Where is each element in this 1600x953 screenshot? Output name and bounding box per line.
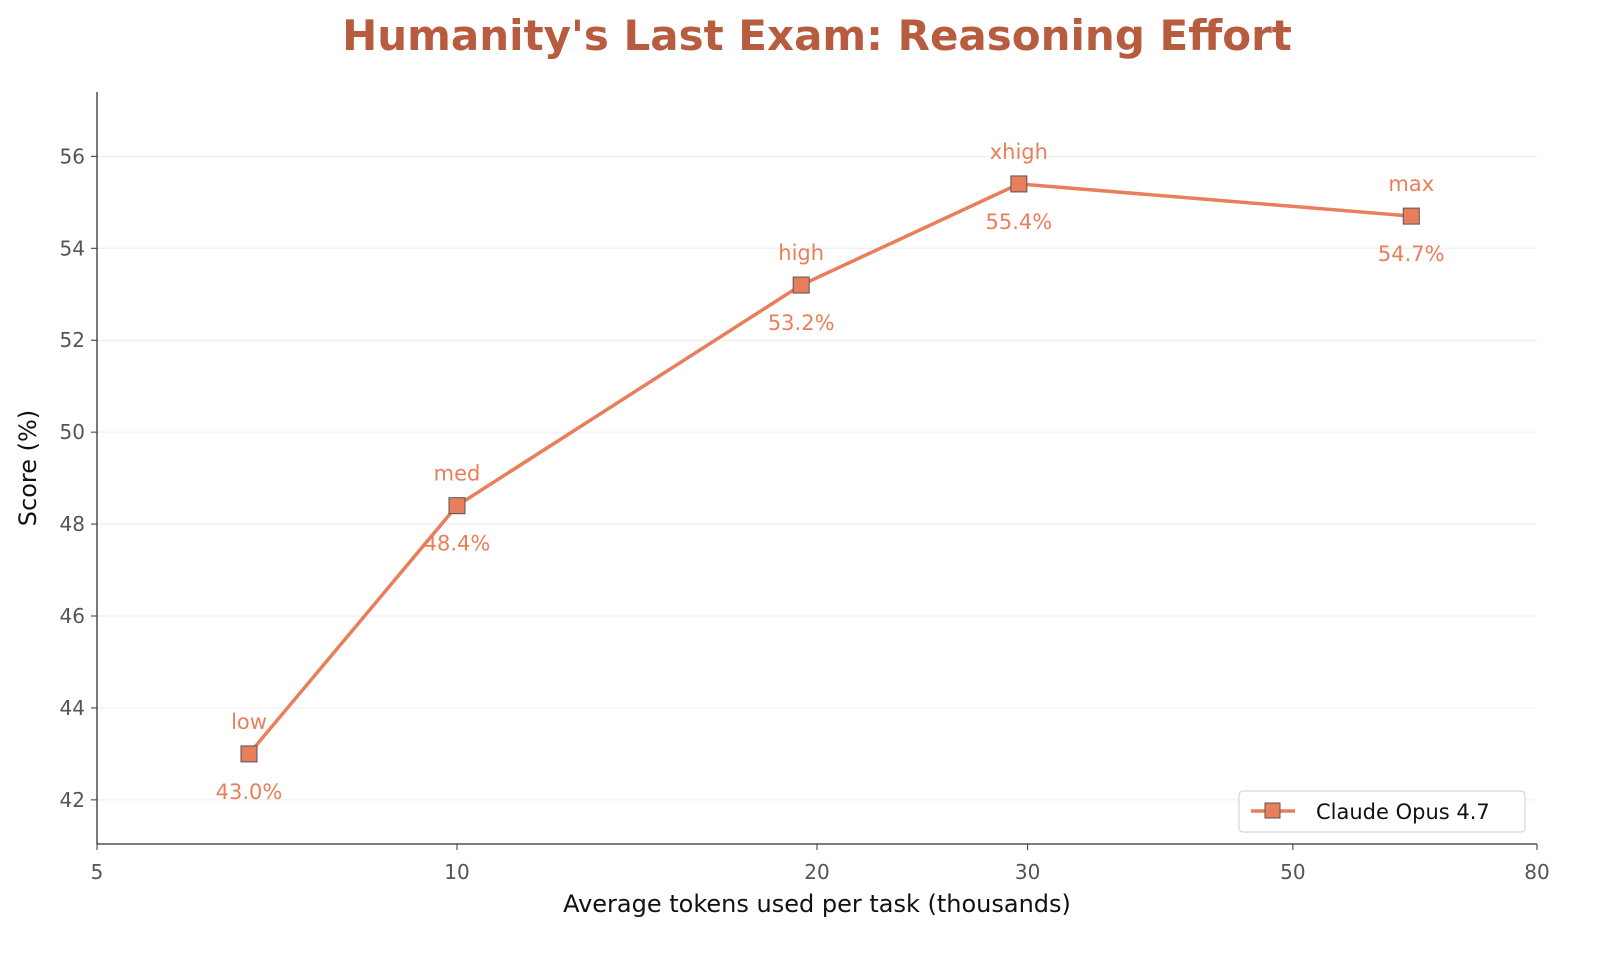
x-tick-label: 30 xyxy=(1015,860,1040,884)
y-tick-label: 44 xyxy=(60,696,85,720)
legend-label: Claude Opus 4.7 xyxy=(1316,800,1490,824)
x-tick-label: 80 xyxy=(1524,860,1549,884)
value-label: 48.4% xyxy=(424,532,491,556)
y-tick-label: 52 xyxy=(60,328,85,352)
value-label: 55.4% xyxy=(985,210,1052,234)
effort-label: xhigh xyxy=(990,140,1048,164)
data-point xyxy=(792,276,810,294)
y-tick-label: 46 xyxy=(60,604,85,628)
legend-box xyxy=(1238,790,1526,833)
y-tick-label: 56 xyxy=(60,144,85,168)
y-tick-label: 42 xyxy=(60,788,85,812)
series: low 43.0% med 48.4% high 53.2% xhigh 55.4% max 54… xyxy=(216,140,1445,804)
x-tick-label: 20 xyxy=(804,860,829,884)
value-label: 43.0% xyxy=(216,780,283,804)
x-tick-label: 50 xyxy=(1280,860,1305,884)
effort-label: med xyxy=(434,462,481,486)
data-point xyxy=(1402,207,1420,225)
x-tick-label: 5 xyxy=(91,860,104,884)
gridlines xyxy=(97,155,1537,801)
data-point xyxy=(448,497,466,515)
data-point xyxy=(1010,175,1028,193)
effort-label: max xyxy=(1388,172,1434,196)
value-label: 53.2% xyxy=(768,311,835,335)
y-tick-label: 54 xyxy=(60,236,85,260)
effort-label: low xyxy=(231,710,267,734)
legend-marker xyxy=(1264,802,1281,819)
ticks: 42 44 46 48 50 52 54 56 5 10 20 30 50 80 xyxy=(60,144,1550,884)
series-line xyxy=(247,182,1412,756)
legend: Claude Opus 4.7 xyxy=(1238,790,1526,833)
y-tick-label: 48 xyxy=(60,512,85,536)
effort-label: high xyxy=(778,241,824,265)
x-tick-label: 10 xyxy=(444,860,469,884)
x-axis-label: Average tokens used per task (thousands) xyxy=(563,890,1071,918)
data-point xyxy=(240,745,258,763)
value-label: 54.7% xyxy=(1378,242,1445,266)
y-tick-label: 50 xyxy=(60,420,85,444)
y-axis-label: Score (%) xyxy=(14,410,42,526)
chart-title: Humanity's Last Exam: Reasoning Effort xyxy=(342,11,1292,60)
